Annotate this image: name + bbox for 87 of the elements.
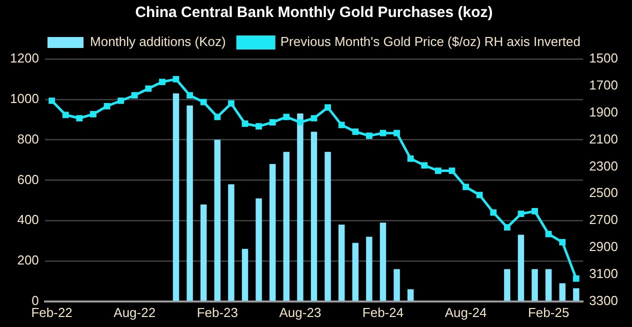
y2-tick-label: 1700	[589, 78, 618, 93]
bar	[172, 93, 180, 301]
bar	[532, 269, 538, 301]
point	[104, 102, 110, 110]
point	[573, 275, 580, 282]
bar	[504, 269, 510, 301]
point	[394, 130, 400, 136]
point	[532, 208, 538, 214]
y2-tick-label: 2500	[589, 185, 618, 200]
point	[490, 209, 497, 216]
y-tick-label: 400	[17, 212, 39, 228]
y-tick-label: 600	[17, 172, 39, 187]
x-tick-label: Feb-24	[362, 304, 404, 320]
point	[186, 92, 193, 99]
point	[407, 155, 414, 162]
y-tick-label: 1000	[10, 90, 39, 106]
point	[297, 119, 304, 126]
bar	[283, 152, 290, 301]
point	[338, 122, 345, 128]
point	[269, 119, 276, 126]
point	[462, 184, 469, 190]
point	[90, 111, 96, 118]
bar	[352, 242, 358, 301]
point	[324, 104, 331, 111]
point	[366, 132, 372, 139]
bar	[338, 224, 345, 301]
y-tick-label: 1200	[10, 50, 39, 66]
bar	[270, 164, 276, 301]
point	[145, 85, 152, 92]
bar	[310, 132, 318, 301]
x-tick-label: Feb-23	[196, 304, 238, 320]
point	[159, 78, 166, 86]
bar	[242, 248, 248, 301]
point	[545, 230, 552, 238]
point	[200, 98, 207, 106]
bar	[297, 114, 304, 301]
point	[448, 168, 456, 174]
x-tick-label: Aug-24	[444, 304, 487, 320]
bar	[214, 140, 221, 301]
bar	[380, 222, 386, 301]
bar	[256, 198, 262, 301]
bar	[545, 269, 552, 301]
bar	[518, 234, 524, 301]
point	[256, 123, 262, 130]
point	[518, 210, 524, 218]
y2-tick-label: 3100	[589, 266, 618, 282]
point	[48, 98, 55, 104]
point	[283, 114, 290, 120]
point	[228, 100, 234, 107]
y2-tick-label: 1500	[589, 50, 618, 66]
legend-label: Previous Month's Gold Price ($/oz) RH axis Inverted	[280, 34, 580, 50]
point	[352, 128, 359, 135]
bar	[186, 105, 193, 301]
y2-tick-label: 2100	[589, 131, 618, 146]
point	[476, 192, 483, 198]
point	[62, 112, 69, 118]
point	[242, 120, 248, 127]
point	[504, 224, 510, 231]
y2-tick-label: 2700	[589, 212, 618, 228]
bar	[394, 269, 400, 301]
point	[310, 115, 318, 122]
point	[118, 98, 124, 104]
bar	[366, 236, 372, 301]
bar	[200, 204, 207, 301]
point	[214, 114, 221, 120]
x-tick-label: Aug-22	[114, 304, 156, 320]
y2-tick-label: 3300	[589, 292, 618, 308]
point	[131, 92, 138, 99]
point	[172, 76, 180, 82]
point	[76, 115, 83, 122]
y2-tick-label: 2300	[589, 158, 618, 174]
y-tick-label: 200	[17, 252, 39, 268]
chart-title: China Central Bank Monthly Gold Purchases (koz)	[135, 4, 493, 22]
y-tick-label: 800	[17, 131, 39, 146]
point	[421, 162, 428, 169]
x-tick-label: Aug-23	[279, 304, 322, 320]
legend-label: Monthly additions (Koz)	[90, 34, 226, 50]
bar	[573, 288, 580, 301]
y2-tick-label: 1900	[589, 104, 618, 120]
point	[435, 168, 442, 174]
bar	[559, 283, 566, 301]
bar	[407, 289, 414, 301]
y2-tick-label: 2900	[589, 239, 618, 254]
bar	[228, 184, 234, 301]
x-tick-label: Feb-25	[528, 304, 570, 320]
point	[559, 238, 566, 246]
bar	[324, 152, 331, 301]
